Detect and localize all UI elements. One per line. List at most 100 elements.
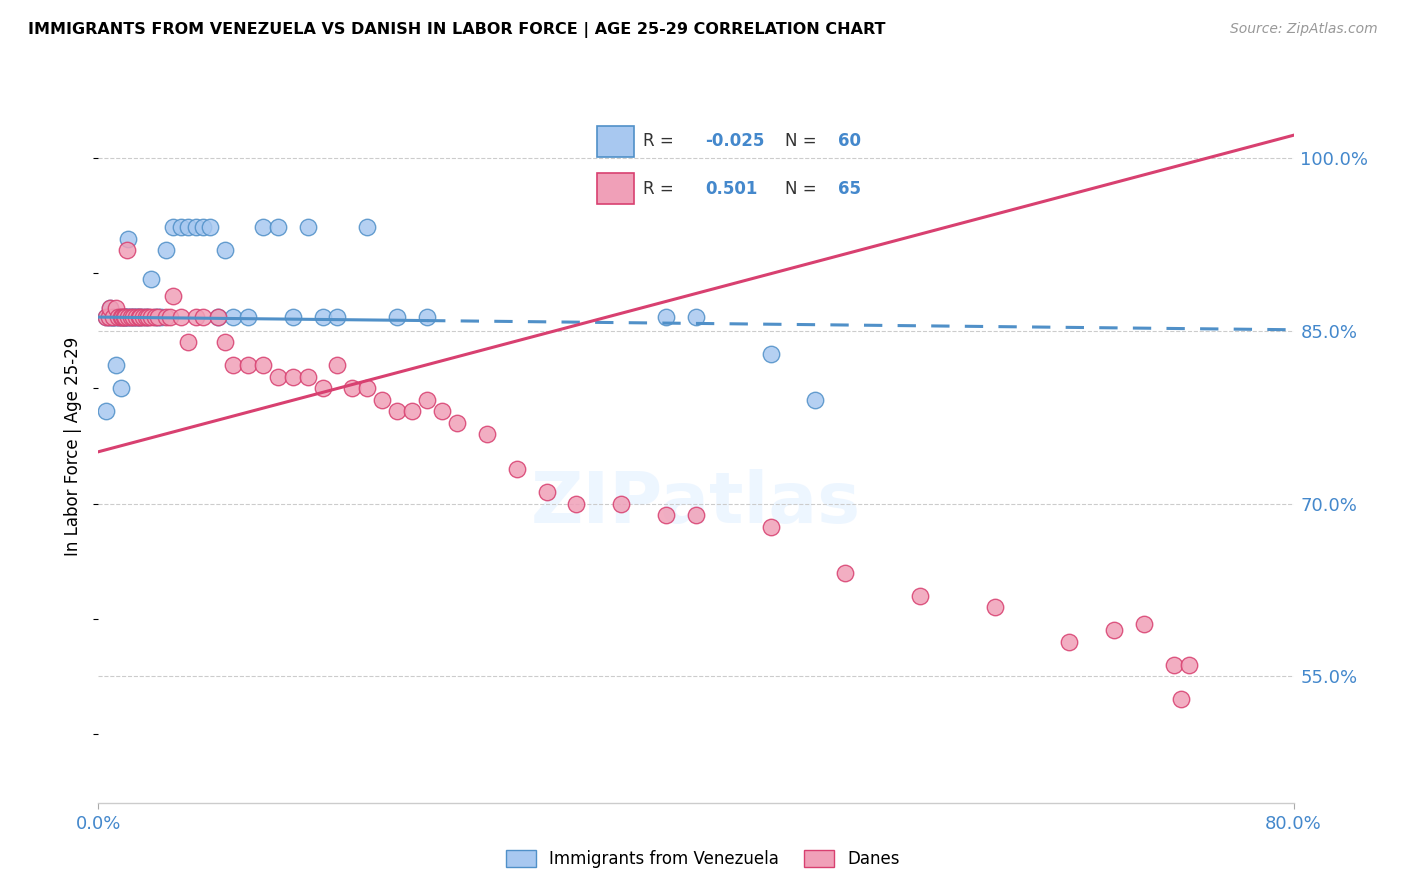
Point	[565, 497, 588, 511]
Point	[169, 220, 191, 235]
Point	[908, 589, 931, 603]
Bar	[596, 173, 634, 204]
Point	[107, 310, 129, 324]
Text: N =: N =	[786, 179, 823, 197]
Point	[162, 220, 184, 235]
Point	[267, 220, 290, 235]
Point	[94, 310, 117, 324]
Point	[236, 310, 259, 324]
Point	[1059, 634, 1081, 648]
Point	[105, 310, 128, 324]
Point	[132, 310, 155, 324]
Point	[759, 519, 782, 533]
Point	[120, 310, 142, 324]
Point	[136, 310, 159, 324]
Point	[117, 310, 139, 324]
Point	[132, 310, 155, 324]
Point	[1178, 657, 1201, 672]
Point	[356, 220, 378, 235]
Point	[103, 310, 125, 324]
Point	[446, 416, 468, 430]
Point	[129, 310, 152, 324]
Point	[143, 310, 166, 324]
Point	[184, 310, 207, 324]
Point	[100, 301, 122, 315]
Point	[105, 359, 128, 373]
Point	[97, 310, 120, 324]
Point	[759, 347, 782, 361]
Point	[297, 370, 319, 384]
Point	[506, 462, 529, 476]
Point	[125, 310, 148, 324]
Point	[110, 381, 132, 395]
Point	[108, 310, 131, 324]
Point	[430, 404, 453, 418]
Point	[136, 310, 159, 324]
Point	[112, 310, 135, 324]
Point	[125, 310, 148, 324]
Point	[342, 381, 364, 395]
Point	[128, 310, 150, 324]
Y-axis label: In Labor Force | Age 25-29: In Labor Force | Age 25-29	[65, 336, 83, 556]
Point	[685, 508, 707, 522]
Point	[97, 310, 120, 324]
Point	[311, 310, 333, 324]
Point	[94, 310, 117, 324]
Point	[114, 310, 136, 324]
Legend: Immigrants from Venezuela, Danes: Immigrants from Venezuela, Danes	[499, 843, 907, 875]
Point	[114, 310, 136, 324]
Point	[371, 392, 394, 407]
Point	[655, 310, 678, 324]
Point	[100, 301, 122, 315]
Text: 0.501: 0.501	[704, 179, 758, 197]
Point	[117, 310, 139, 324]
Point	[111, 310, 134, 324]
Point	[127, 310, 149, 324]
Point	[128, 310, 150, 324]
Point	[685, 310, 707, 324]
Point	[236, 359, 259, 373]
Text: R =: R =	[643, 133, 679, 151]
Point	[1163, 657, 1185, 672]
Point	[177, 335, 200, 350]
Bar	[596, 126, 634, 157]
Point	[191, 220, 214, 235]
Point	[103, 310, 125, 324]
Text: 65: 65	[838, 179, 860, 197]
Point	[143, 310, 166, 324]
Point	[207, 310, 229, 324]
Point	[222, 310, 245, 324]
Point	[356, 381, 378, 395]
Point	[135, 310, 157, 324]
Point	[110, 310, 132, 324]
Point	[267, 370, 290, 384]
Point	[112, 310, 135, 324]
Point	[297, 220, 319, 235]
Point	[252, 359, 274, 373]
Point	[207, 310, 229, 324]
Point	[103, 310, 125, 324]
Point	[1170, 692, 1192, 706]
Point	[326, 359, 349, 373]
Point	[475, 427, 498, 442]
Point	[148, 310, 170, 324]
Point	[121, 310, 143, 324]
Point	[111, 310, 134, 324]
Point	[155, 244, 177, 258]
Point	[115, 244, 138, 258]
Point	[984, 600, 1007, 615]
Text: N =: N =	[786, 133, 823, 151]
Point	[150, 310, 173, 324]
Point	[139, 272, 162, 286]
Point	[416, 310, 439, 324]
Point	[214, 244, 236, 258]
Point	[326, 310, 349, 324]
Point	[281, 310, 304, 324]
Point	[385, 310, 409, 324]
Point	[200, 220, 222, 235]
Point	[129, 310, 152, 324]
Point	[162, 289, 184, 303]
Point	[139, 310, 162, 324]
Point	[120, 310, 142, 324]
Point	[169, 310, 191, 324]
